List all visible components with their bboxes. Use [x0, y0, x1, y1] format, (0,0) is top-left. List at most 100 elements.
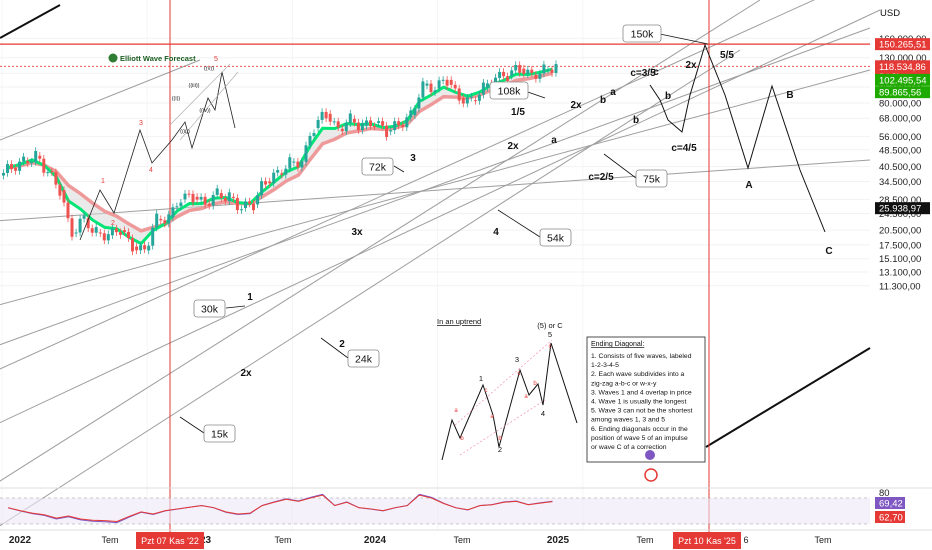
candle-body — [417, 97, 421, 109]
diagram-wave-label: 3 — [515, 355, 519, 364]
channel-line — [0, 49, 741, 527]
candle-body — [223, 197, 227, 202]
candle-body — [381, 121, 385, 126]
candle-body — [542, 64, 546, 74]
diagram-sub-label: a — [454, 408, 458, 414]
candle-body — [518, 64, 522, 73]
price-label: 25.938,97 — [879, 204, 921, 215]
candle-body — [526, 69, 530, 74]
y-tick-label: 17.500,00 — [879, 240, 921, 251]
candle-body — [320, 111, 324, 120]
channel-line — [0, 69, 871, 306]
price-label: 118.534,86 — [879, 62, 926, 73]
diagram-sub-label: b — [498, 436, 502, 442]
candle-body — [373, 126, 376, 128]
inset-label: ((ii)) — [180, 129, 190, 135]
callout-leader — [603, 153, 637, 179]
candle-body — [50, 171, 54, 173]
candle-body — [118, 232, 122, 235]
x-tick-label: Tem — [101, 535, 118, 545]
candle-body — [425, 83, 429, 86]
x-tick-label: 6 — [743, 535, 748, 545]
x-tick-label: Tem — [636, 535, 653, 545]
candle-body — [296, 161, 300, 168]
diagram-sub-label: b — [460, 436, 464, 442]
callout-box — [489, 81, 529, 100]
trend-line — [0, 4, 61, 39]
y-tick-label: 11.300,00 — [879, 281, 921, 292]
candle-body — [538, 73, 542, 79]
callout-box — [539, 228, 572, 247]
candle-body — [18, 161, 22, 171]
candle-body — [453, 84, 457, 89]
wave-label: 5/5 — [720, 50, 734, 61]
wave-label: a — [551, 135, 557, 146]
price-label: 102.495,54 — [879, 75, 927, 86]
candle-body — [14, 167, 18, 171]
x-tick-label: 2025 — [547, 535, 570, 546]
diagram-wave-label: 1 — [479, 374, 483, 383]
legend-line: 5. Wave 3 can not be the shortest — [591, 408, 692, 415]
inset-wave-path — [79, 71, 236, 241]
candle-body — [10, 164, 13, 170]
y-tick-label: 40.500,00 — [879, 162, 921, 173]
osc-tick-label: 80 — [879, 488, 890, 499]
y-tick-label: 130.000,00 — [879, 53, 927, 64]
candle-body — [114, 228, 118, 233]
y-tick-label: 48.500,00 — [879, 145, 921, 156]
candle-body — [110, 228, 114, 236]
candle-body — [86, 218, 90, 229]
candle-body — [377, 121, 381, 123]
candle-body — [429, 83, 433, 93]
price-label-box — [875, 86, 930, 99]
wave-label: C — [825, 246, 832, 257]
candle-body — [288, 157, 292, 169]
candle-body — [389, 130, 393, 132]
candle-body — [530, 69, 534, 73]
candle-body — [336, 121, 340, 128]
wave-label: a — [610, 87, 616, 98]
brand-name: Elliott Wave Forecast — [120, 54, 196, 63]
legend-line: 2. Each wave subdivides into a — [591, 371, 685, 378]
x-highlight-box — [136, 532, 204, 549]
callout-leader — [320, 337, 349, 359]
candle-body — [522, 68, 526, 74]
callout-label: 54k — [547, 233, 565, 245]
candle-body — [477, 94, 481, 101]
candle-body — [328, 113, 332, 122]
y-tick-label: 56.000,00 — [879, 132, 921, 143]
y-tick-label: 13.100,00 — [879, 267, 921, 278]
candle-body — [94, 227, 98, 233]
candle-body — [203, 196, 207, 205]
candle-body — [248, 201, 251, 204]
candle-body — [449, 79, 453, 85]
wave-label: 3x — [351, 227, 363, 238]
candle-body — [308, 135, 312, 146]
candle-body — [147, 245, 151, 251]
candle-body — [256, 195, 260, 205]
candle-body — [272, 172, 276, 184]
wave-label: b — [633, 115, 639, 126]
candle-body — [437, 80, 441, 89]
callout-label: 108k — [498, 86, 522, 98]
callout-label: 30k — [201, 304, 219, 316]
diagram-wave-path — [441, 342, 578, 461]
candle-body — [46, 172, 50, 174]
candle-body — [514, 64, 518, 71]
candle-body — [123, 230, 126, 232]
candle-body — [312, 133, 316, 136]
channel-line — [0, 59, 201, 141]
x-highlight-label: Pzt 07 Kas '22 — [141, 536, 199, 546]
callout-leader — [179, 416, 205, 434]
candle-body — [409, 110, 413, 118]
candle-body — [159, 219, 163, 221]
candle-body — [502, 71, 506, 77]
callout-leader — [393, 165, 405, 173]
callout-box — [635, 169, 668, 188]
candle-body — [183, 193, 187, 200]
candle-body — [348, 113, 352, 124]
candle-body — [207, 203, 211, 206]
osc-value-box — [875, 511, 905, 523]
candle-body — [215, 188, 219, 195]
